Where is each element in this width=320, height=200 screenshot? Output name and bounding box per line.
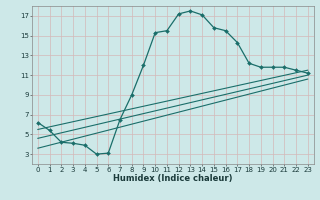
X-axis label: Humidex (Indice chaleur): Humidex (Indice chaleur) (113, 174, 233, 183)
